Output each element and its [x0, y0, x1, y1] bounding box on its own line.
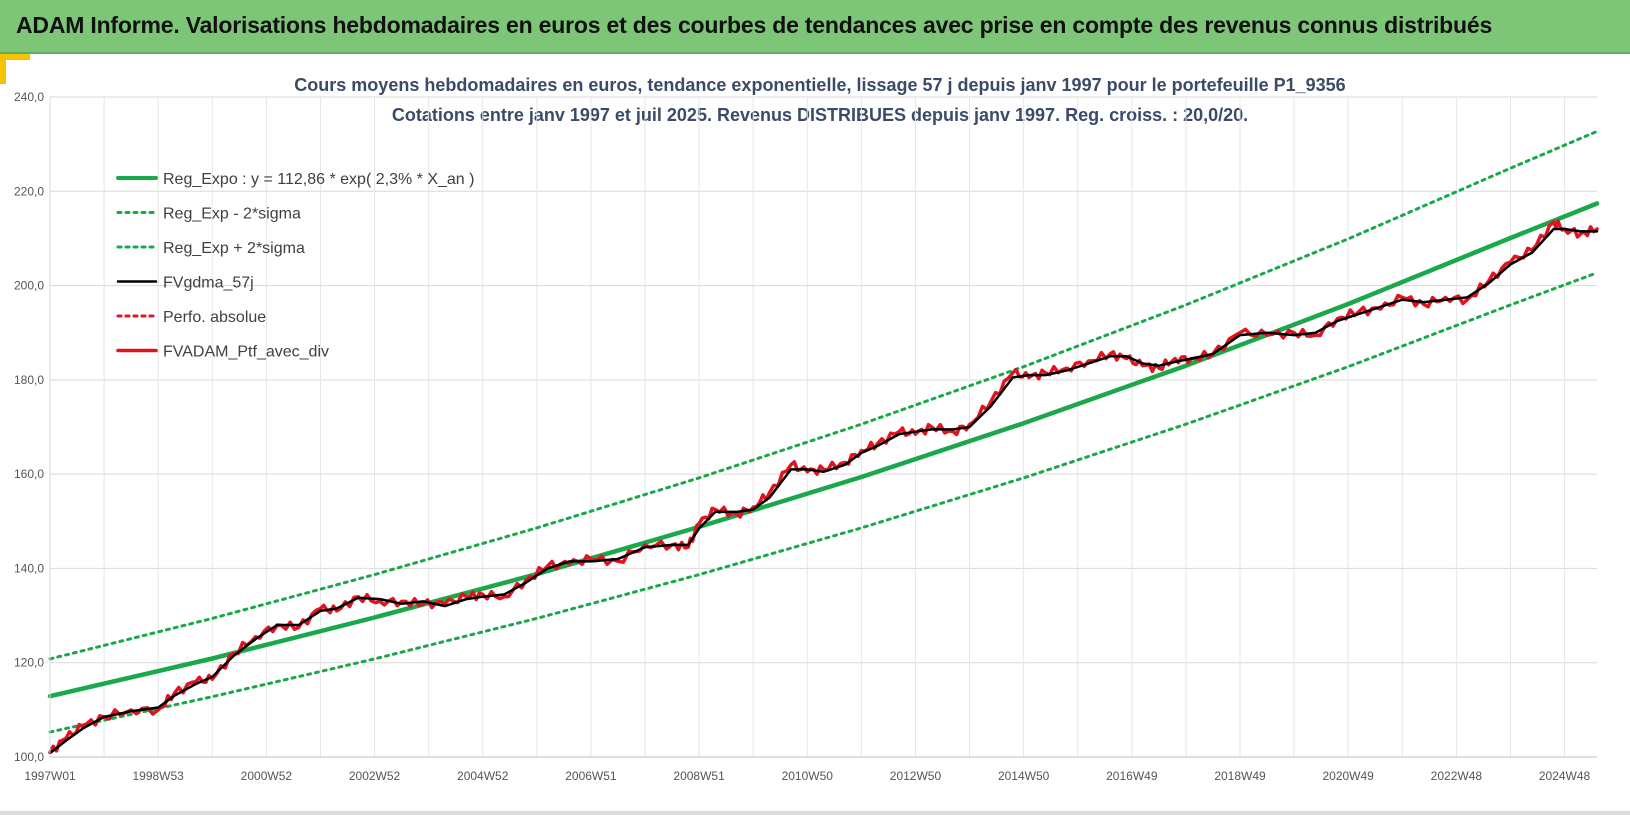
- x-tick-label: 2012W50: [890, 769, 942, 783]
- series-line-2: [48, 129, 1599, 661]
- x-tick-label: 2020W49: [1322, 769, 1374, 783]
- y-tick-label: 140,0: [14, 561, 44, 575]
- legend-label: Reg_Expo : y = 112,86 * exp( 2,3% * X_an…: [163, 171, 474, 188]
- x-tick-label: 1998W53: [132, 769, 184, 783]
- series-layer: [47, 129, 1600, 755]
- y-tick-label: 200,0: [14, 279, 44, 293]
- x-tick-label: 2024W48: [1539, 769, 1591, 783]
- y-tick-label: 180,0: [14, 373, 44, 387]
- y-tick-label: 120,0: [14, 656, 44, 670]
- chart-subtitle: Cotations entre janv 1997 et juil 2025. …: [391, 105, 1249, 125]
- x-tick-label: 2004W52: [457, 769, 509, 783]
- series-line-3: [48, 227, 1599, 755]
- x-tick-label: 2002W52: [349, 769, 401, 783]
- chart-title: Cours moyens hebdomadaires en euros, ten…: [294, 75, 1346, 95]
- x-tick-label: 2010W50: [782, 769, 834, 783]
- x-tick-label: 2008W51: [673, 769, 725, 783]
- legend-label: Perfo. absolue: [163, 309, 266, 326]
- x-tick-label: 2014W50: [998, 769, 1050, 783]
- corner-accent-vertical: [0, 54, 6, 84]
- x-tick-label: 2022W48: [1431, 769, 1483, 783]
- legend-label: Reg_Exp + 2*sigma: [163, 240, 305, 257]
- y-tick-label: 220,0: [14, 184, 44, 198]
- x-tick-label: 2006W51: [565, 769, 617, 783]
- grid: [50, 96, 1597, 758]
- x-tick-label: 1997W01: [24, 769, 76, 783]
- x-tick-label: 2018W49: [1214, 769, 1266, 783]
- banner-title: ADAM Informe. Valorisations hebdomadaire…: [16, 12, 1493, 38]
- bottom-border: [0, 811, 1630, 815]
- legend: Reg_Expo : y = 112,86 * exp( 2,3% * X_an…: [116, 171, 474, 361]
- x-tick-label: 2016W49: [1106, 769, 1158, 783]
- y-tick-label: 240,0: [14, 90, 44, 104]
- y-tick-label: 100,0: [14, 750, 44, 764]
- y-tick-label: 160,0: [14, 467, 44, 481]
- legend-label: Reg_Exp - 2*sigma: [163, 206, 301, 223]
- corner-accent: [0, 54, 30, 60]
- axes: 100,0 120,0 140,0 160,0 180,0 200,0 220,0 240,0…: [14, 90, 1597, 783]
- series-line-0: [47, 201, 1600, 699]
- legend-label: FVgdma_57j: [163, 275, 254, 292]
- series-line-1: [48, 271, 1599, 734]
- header-banner: ADAM Informe. Valorisations hebdomadaire…: [0, 0, 1630, 54]
- series-line-5: [48, 219, 1599, 755]
- x-tick-label: 2000W52: [241, 769, 293, 783]
- legend-label: FVADAM_Ptf_avec_div: [163, 344, 329, 361]
